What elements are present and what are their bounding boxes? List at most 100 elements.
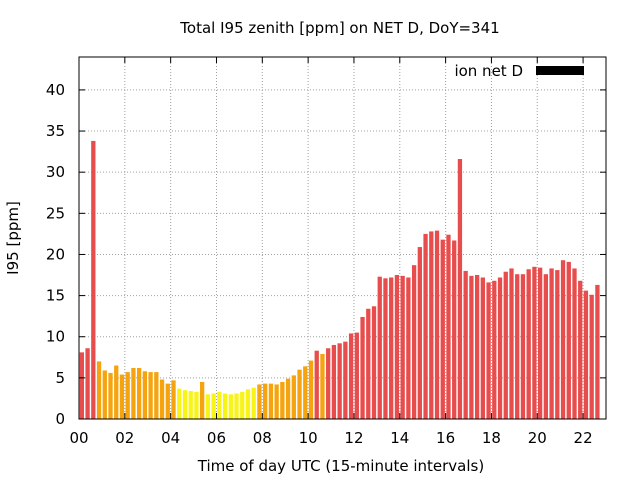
bar xyxy=(389,277,394,419)
bar xyxy=(457,159,463,419)
chart-title: Total I95 zenith [ppm] on NET D, DoY=341 xyxy=(179,19,499,37)
bar xyxy=(228,394,233,419)
bar xyxy=(463,270,468,419)
bar xyxy=(537,267,543,419)
bar xyxy=(509,268,514,419)
bar xyxy=(331,344,337,419)
x-tick-label: 22 xyxy=(574,429,593,447)
bar xyxy=(348,333,354,419)
bar xyxy=(200,381,205,419)
bar xyxy=(486,282,491,419)
bar xyxy=(520,274,526,419)
bars xyxy=(79,140,600,420)
bar xyxy=(440,239,445,419)
x-tick-label: 18 xyxy=(482,429,501,447)
bar xyxy=(245,389,251,419)
y-tick-label: 20 xyxy=(46,245,65,263)
bar xyxy=(148,372,153,419)
bar xyxy=(343,341,348,419)
y-axis-label: I95 [ppm] xyxy=(4,201,22,275)
x-tick-label: 16 xyxy=(436,429,455,447)
bar xyxy=(366,308,371,419)
bar xyxy=(474,275,480,419)
bar xyxy=(532,266,537,419)
bar xyxy=(337,343,342,419)
bar xyxy=(429,231,434,419)
x-tick-label: 10 xyxy=(299,429,318,447)
bar xyxy=(194,391,199,419)
bar xyxy=(171,380,176,419)
x-tick-label: 12 xyxy=(344,429,363,447)
bar xyxy=(91,140,96,420)
bar xyxy=(268,383,274,419)
bar xyxy=(354,332,359,419)
y-tick-label: 40 xyxy=(46,81,65,99)
bar xyxy=(469,275,474,419)
x-tick-label: 02 xyxy=(115,429,134,447)
y-tick-label: 35 xyxy=(46,122,65,140)
bar xyxy=(114,365,119,419)
bar xyxy=(154,372,159,419)
bar xyxy=(377,276,382,419)
bar xyxy=(137,367,142,419)
bar xyxy=(555,270,560,419)
y-tick-label: 10 xyxy=(46,328,65,346)
bar xyxy=(326,348,331,419)
bar xyxy=(303,366,308,419)
bar xyxy=(102,370,107,419)
bar xyxy=(188,391,193,419)
x-tick-label: 04 xyxy=(161,429,180,447)
bar xyxy=(452,240,457,419)
bar xyxy=(297,369,302,419)
bar xyxy=(492,280,497,419)
bar xyxy=(423,233,428,419)
y-tick-label: 5 xyxy=(55,369,65,387)
bar xyxy=(205,394,211,419)
y-tick-label: 25 xyxy=(46,204,65,222)
bar xyxy=(572,268,577,419)
bar xyxy=(549,268,554,419)
bar xyxy=(583,290,589,419)
bar xyxy=(383,278,388,419)
bar xyxy=(222,393,228,419)
bar xyxy=(280,381,285,419)
bar xyxy=(308,360,314,419)
bar xyxy=(560,260,566,419)
bar xyxy=(371,306,377,419)
bar xyxy=(320,354,325,419)
grid-lines xyxy=(79,57,606,419)
bar xyxy=(79,352,85,419)
bar xyxy=(497,277,503,419)
bar xyxy=(578,280,583,419)
legend: ion net D xyxy=(454,62,584,80)
bar xyxy=(566,261,571,419)
bar xyxy=(291,375,296,419)
bar xyxy=(515,274,520,419)
plot-frame xyxy=(78,56,607,420)
bar xyxy=(182,390,188,419)
bar xyxy=(526,269,531,419)
y-tick-label: 30 xyxy=(46,163,65,181)
x-tick-label: 06 xyxy=(207,429,226,447)
bar xyxy=(360,316,365,419)
bar xyxy=(159,379,165,419)
x-tick-label: 14 xyxy=(390,429,409,447)
bar xyxy=(108,372,113,419)
bar xyxy=(257,384,262,419)
bar xyxy=(400,275,405,419)
legend-label: ion net D xyxy=(454,62,523,80)
bar xyxy=(217,391,222,419)
bar xyxy=(503,271,508,419)
bar xyxy=(234,393,239,419)
x-tick-label: 20 xyxy=(528,429,547,447)
bar xyxy=(394,275,400,419)
y-tick-label: 15 xyxy=(46,287,65,305)
x-axis-label: Time of day UTC (15-minute intervals) xyxy=(197,457,484,475)
bar xyxy=(411,265,417,419)
bar xyxy=(446,234,451,419)
bar xyxy=(131,367,136,419)
x-tick-label: 00 xyxy=(69,429,88,447)
bar xyxy=(125,372,130,419)
y-tick-label: 0 xyxy=(55,410,65,428)
bar xyxy=(119,374,125,419)
